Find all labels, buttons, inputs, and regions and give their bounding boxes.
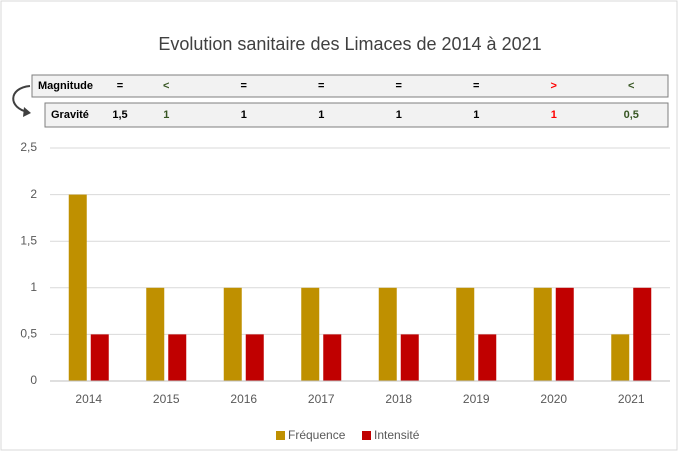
bar (146, 287, 165, 381)
table-cell: = (396, 80, 402, 92)
x-tick-label: 2019 (463, 392, 490, 406)
y-tick-label: 2,5 (20, 140, 37, 154)
x-tick-label: 2014 (75, 392, 102, 406)
table-cell: 1 (241, 109, 247, 121)
y-tick-label: 0,5 (20, 327, 37, 341)
table-cell: 1 (163, 109, 169, 121)
x-tick-label: 2020 (540, 392, 567, 406)
bar (223, 287, 242, 381)
x-tick-label: 2018 (385, 392, 412, 406)
bar (478, 334, 497, 381)
bar (533, 287, 552, 381)
gravite-row (44, 102, 669, 128)
table-cell: 0,5 (624, 109, 639, 121)
table-row-label: Gravité (51, 109, 89, 121)
bar (633, 287, 652, 381)
y-tick-label: 2 (30, 187, 37, 201)
table-cell: = (117, 80, 123, 92)
table-cell: < (628, 80, 634, 92)
x-tick-label: 2016 (230, 392, 257, 406)
bar (168, 334, 187, 381)
table-cell: 1 (473, 109, 479, 121)
y-tick-label: 1 (30, 280, 37, 294)
legend-swatch (362, 431, 371, 440)
bar (323, 334, 342, 381)
chart-title: Evolution sanitaire des Limaces de 2014 … (158, 34, 541, 54)
table-cell: 1 (396, 109, 402, 121)
arrow-head (23, 107, 31, 117)
legend-label: Fréquence (288, 428, 346, 442)
bar (245, 334, 264, 381)
bar (301, 287, 320, 381)
x-tick-label: 2015 (153, 392, 180, 406)
y-tick-label: 1,5 (20, 233, 37, 247)
magnitude-row (31, 74, 669, 98)
table-cell: 1 (318, 109, 324, 121)
legend-label: Intensité (374, 428, 420, 442)
table-cell: 1 (551, 109, 557, 121)
bar (611, 334, 630, 381)
table-cell: = (318, 80, 324, 92)
table-row-label: Magnitude (38, 80, 93, 92)
table-cell: = (473, 80, 479, 92)
y-tick-label: 0 (30, 373, 37, 387)
table-cell: 1,5 (112, 109, 127, 121)
bar (68, 194, 87, 381)
legend-swatch (276, 431, 285, 440)
bar (555, 287, 574, 381)
bar (456, 287, 475, 381)
bar (378, 287, 397, 381)
x-tick-label: 2017 (308, 392, 335, 406)
x-tick-label: 2021 (618, 392, 645, 406)
table-cell: > (551, 80, 557, 92)
table-cell: = (241, 80, 247, 92)
bar (400, 334, 419, 381)
table-cell: < (163, 80, 169, 92)
curved-arrow (12, 85, 31, 113)
bar (90, 334, 109, 381)
